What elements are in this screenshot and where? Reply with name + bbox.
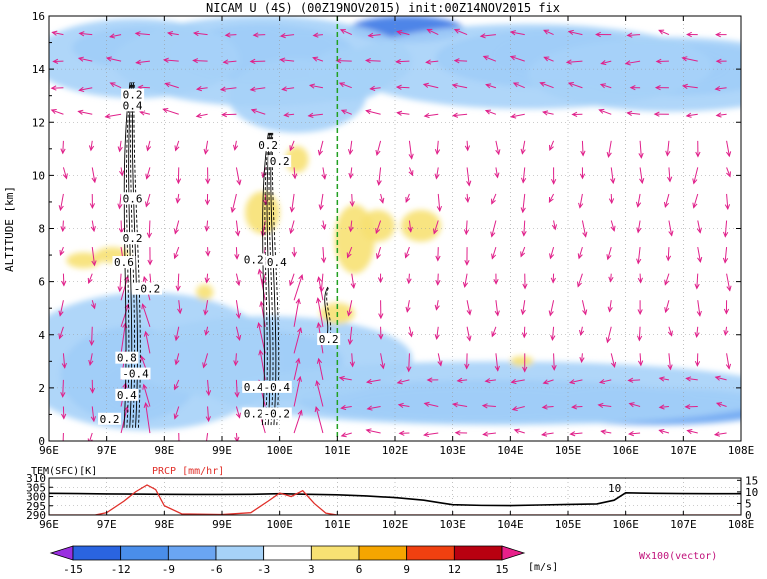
bottom-x-tick-label-6: 102E <box>382 518 409 531</box>
shade-blob-2-1 <box>32 19 240 99</box>
colorbar-label-2: -9 <box>162 563 175 575</box>
bottom-annotation: 10 <box>608 482 621 495</box>
contour-label-18: -0.2 <box>264 407 291 420</box>
y-tick-label-2: 4 <box>38 329 45 342</box>
colorbar-label-6: 6 <box>356 563 363 575</box>
colorbar-label-0: -15 <box>63 563 83 575</box>
x-tick-label-10: 106E <box>612 444 639 457</box>
bottom-right-tick-label-1: 5 <box>745 497 752 510</box>
shade-blob-3-8 <box>196 284 213 300</box>
y-tick-label-4: 8 <box>38 223 45 236</box>
colorbar-bin-6 <box>311 546 359 560</box>
x-tick-label-6: 102E <box>382 444 409 457</box>
colorbar-bin-7 <box>359 546 407 560</box>
contour-label-3: 0.2 <box>270 155 290 168</box>
bottom-left-tick-label-4: 310 <box>26 472 46 485</box>
contour-label-9: -0.2 <box>134 283 161 296</box>
bottom-x-tick-label-7: 103E <box>439 518 466 531</box>
bottom-right-tick-label-2: 10 <box>745 486 758 499</box>
colorbar-bin-5 <box>264 546 312 560</box>
bottom-x-tick-label-11: 107E <box>670 518 697 531</box>
vector-legend-label: Wx100(vector) <box>639 551 717 562</box>
contour-label-1: 0.4 <box>123 99 143 112</box>
right-axis-title: PRCP [mm/hr] <box>152 466 224 477</box>
x-tick-label-9: 105E <box>555 444 582 457</box>
colorbar-bin-8 <box>407 546 455 560</box>
x-tick-label-11: 107E <box>670 444 697 457</box>
x-tick-label-4: 100E <box>266 444 293 457</box>
x-tick-label-1: 97E <box>97 444 117 457</box>
bottom-right-tick-label-0: 0 <box>745 509 752 522</box>
bottom-x-tick-label-9: 105E <box>555 518 582 531</box>
colorbar-label-1: -12 <box>111 563 131 575</box>
y-tick-label-8: 16 <box>32 10 45 23</box>
contour-label-5: 0.2 <box>123 232 143 245</box>
bottom-x-tick-label-5: 101E <box>324 518 351 531</box>
bottom-x-tick-label-1: 97E <box>97 518 117 531</box>
colorbar-unit: [m/s] <box>528 562 558 573</box>
y-tick-label-6: 12 <box>32 116 45 129</box>
colorbar-bin-4 <box>216 546 264 560</box>
contour-label-7: 0.2 <box>244 253 264 266</box>
y-axis-label: ALTITUDE [km] <box>3 186 16 272</box>
colorbar-bin-1 <box>73 546 121 560</box>
colorbar-label-7: 9 <box>403 563 410 575</box>
colorbar: -15 -12 -9 -6 -3 3 6 9 12 15 <box>51 546 524 575</box>
bottom-grid <box>49 478 741 515</box>
x-tick-label-8: 104E <box>497 444 524 457</box>
bottom-right-tick-label-3: 15 <box>745 474 758 487</box>
x-tick-label-3: 99E <box>212 444 232 457</box>
bottom-x-tick-label-2: 98E <box>154 518 174 531</box>
contour-label-15: 0.4 <box>117 389 137 402</box>
contour-label-14: -0.4 <box>264 381 291 394</box>
y-tick-label-5: 10 <box>32 169 45 182</box>
bottom-x-tick-label-10: 106E <box>612 518 639 531</box>
contour-label-6: 0.6 <box>114 256 134 269</box>
colorbar-bin-2 <box>121 546 169 560</box>
y-tick-label-1: 2 <box>38 382 45 395</box>
bottom-x-tick-label-4: 100E <box>266 518 293 531</box>
shade-blob-2-8 <box>309 48 390 101</box>
shade-blob-3-9 <box>510 356 533 367</box>
bottom-x-tick-label-3: 99E <box>212 518 232 531</box>
colorbar-bin-10 <box>502 546 524 560</box>
x-tick-label-12: 108E <box>728 444 755 457</box>
x-tick-label-2: 98E <box>154 444 174 457</box>
contour-label-10: 0.2 <box>319 333 339 346</box>
chart-title: NICAM U (4S) (00Z19NOV2015) init:00Z14NO… <box>206 1 560 15</box>
y-tick-label-7: 14 <box>32 63 46 76</box>
contour-label-11: 0.8 <box>117 352 137 365</box>
contour-label-8: 0.4 <box>267 256 287 269</box>
colorbar-label-9: 15 <box>495 563 508 575</box>
colorbar-bin-9 <box>454 546 502 560</box>
y-tick-label-3: 6 <box>38 276 45 289</box>
colorbar-label-4: -3 <box>257 563 270 575</box>
colorbar-bin-3 <box>168 546 216 560</box>
x-tick-label-7: 103E <box>439 444 466 457</box>
x-tick-label-5: 101E <box>324 444 351 457</box>
colorbar-label-8: 12 <box>448 563 461 575</box>
colorbar-label-3: -6 <box>209 563 222 575</box>
contour-label-4: 0.6 <box>123 192 143 205</box>
contour-label-12: -0.4 <box>122 368 149 381</box>
y-tick-label-0: 0 <box>38 435 45 448</box>
contour-label-13: 0.4 <box>244 381 264 394</box>
colorbar-bin-0 <box>51 546 73 560</box>
colorbar-label-5: 3 <box>308 563 315 575</box>
contour-label-17: 0.2 <box>244 407 264 420</box>
contour-label-16: 0.2 <box>100 413 120 426</box>
shade-blob-3-2 <box>401 210 441 242</box>
shade-blob-3-1 <box>360 210 395 242</box>
bottom-x-tick-label-8: 104E <box>497 518 524 531</box>
contour-label-2: 0.2 <box>258 139 278 152</box>
